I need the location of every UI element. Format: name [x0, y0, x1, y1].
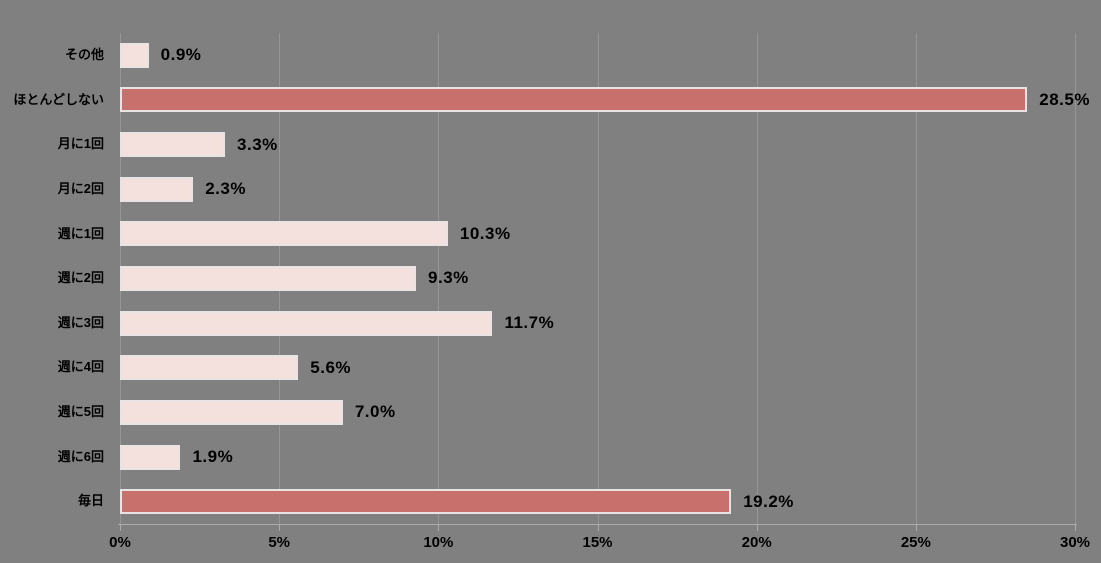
gridline — [756, 33, 758, 524]
value-label: 9.3% — [428, 268, 469, 288]
category-label: 週に3回 — [57, 314, 104, 330]
x-tick-label: 10% — [423, 534, 454, 551]
x-tick — [1075, 524, 1076, 531]
x-tick-label: 20% — [741, 534, 772, 551]
x-tick — [438, 524, 440, 531]
gridline — [915, 33, 917, 524]
value-label: 0.9% — [160, 45, 202, 65]
bar — [120, 399, 343, 425]
category-label: 週に4回 — [57, 359, 104, 375]
bar-row: 3.3% — [120, 122, 1075, 167]
category-label: 毎日 — [77, 493, 104, 509]
gridline — [438, 33, 440, 524]
value-label: 5.6% — [310, 357, 352, 377]
value-label: 3.3% — [237, 134, 278, 154]
value-label: 11.7% — [504, 313, 555, 333]
bar-row: 28.5% — [120, 78, 1089, 123]
bar — [120, 42, 149, 68]
bar-row: 2.3% — [120, 167, 1075, 212]
bar-row: 1.9% — [120, 435, 1075, 480]
x-tick-label: 0% — [109, 534, 131, 551]
value-label: 19.2% — [743, 491, 794, 511]
x-tick-label: 30% — [1059, 534, 1091, 551]
value-label: 1.9% — [192, 447, 234, 467]
category-label: 週に1回 — [57, 225, 104, 241]
bar — [120, 132, 226, 158]
bar — [120, 444, 181, 470]
bar-row: 0.9% — [120, 33, 1075, 78]
bar-row: 10.3% — [120, 212, 1075, 257]
category-label: 月に2回 — [57, 180, 104, 196]
value-label: 7.0% — [354, 402, 396, 422]
gridline — [1075, 33, 1076, 524]
category-label: 週に6回 — [57, 448, 104, 464]
category-axis: その他ほとんどしない月に1回月に2回週に1回週に2回週に3回週に4回週に5回週に… — [0, 33, 112, 524]
plot-area: 0.9% 28.5% 3.3% 2.3% 10.3% 9.3% 11.7% 5.6% 7.0% 1… — [120, 33, 1089, 524]
bar-highlighted — [120, 489, 732, 515]
x-tick — [756, 524, 758, 531]
bar — [120, 221, 448, 247]
bar-row: 19.2% — [120, 479, 1075, 524]
x-tick-label: 5% — [268, 534, 290, 551]
bar-row: 11.7% — [120, 301, 1075, 346]
x-tick-label: 25% — [900, 534, 931, 551]
bar-row: 5.6% — [120, 345, 1075, 390]
bar-row: 7.0% — [120, 390, 1075, 435]
x-tick — [915, 524, 917, 531]
value-label: 28.5% — [1039, 89, 1090, 109]
gridline — [597, 33, 599, 524]
x-tick — [120, 524, 121, 531]
category-label: その他 — [64, 47, 104, 62]
bar — [120, 310, 493, 336]
value-label: 10.3% — [459, 223, 511, 243]
bar-row: 9.3% — [120, 256, 1075, 301]
x-tick — [279, 524, 281, 531]
bar — [120, 355, 299, 381]
category-label: 週に5回 — [57, 404, 104, 420]
category-label: 月に1回 — [57, 136, 104, 152]
bar-highlighted — [120, 87, 1028, 113]
x-tick — [597, 524, 599, 531]
category-label: 週に2回 — [57, 270, 104, 286]
bar — [120, 176, 194, 202]
x-tick-label: 15% — [582, 534, 613, 551]
bar — [120, 265, 417, 291]
value-label: 2.3% — [205, 179, 246, 199]
category-label: ほとんどしない — [13, 91, 104, 107]
